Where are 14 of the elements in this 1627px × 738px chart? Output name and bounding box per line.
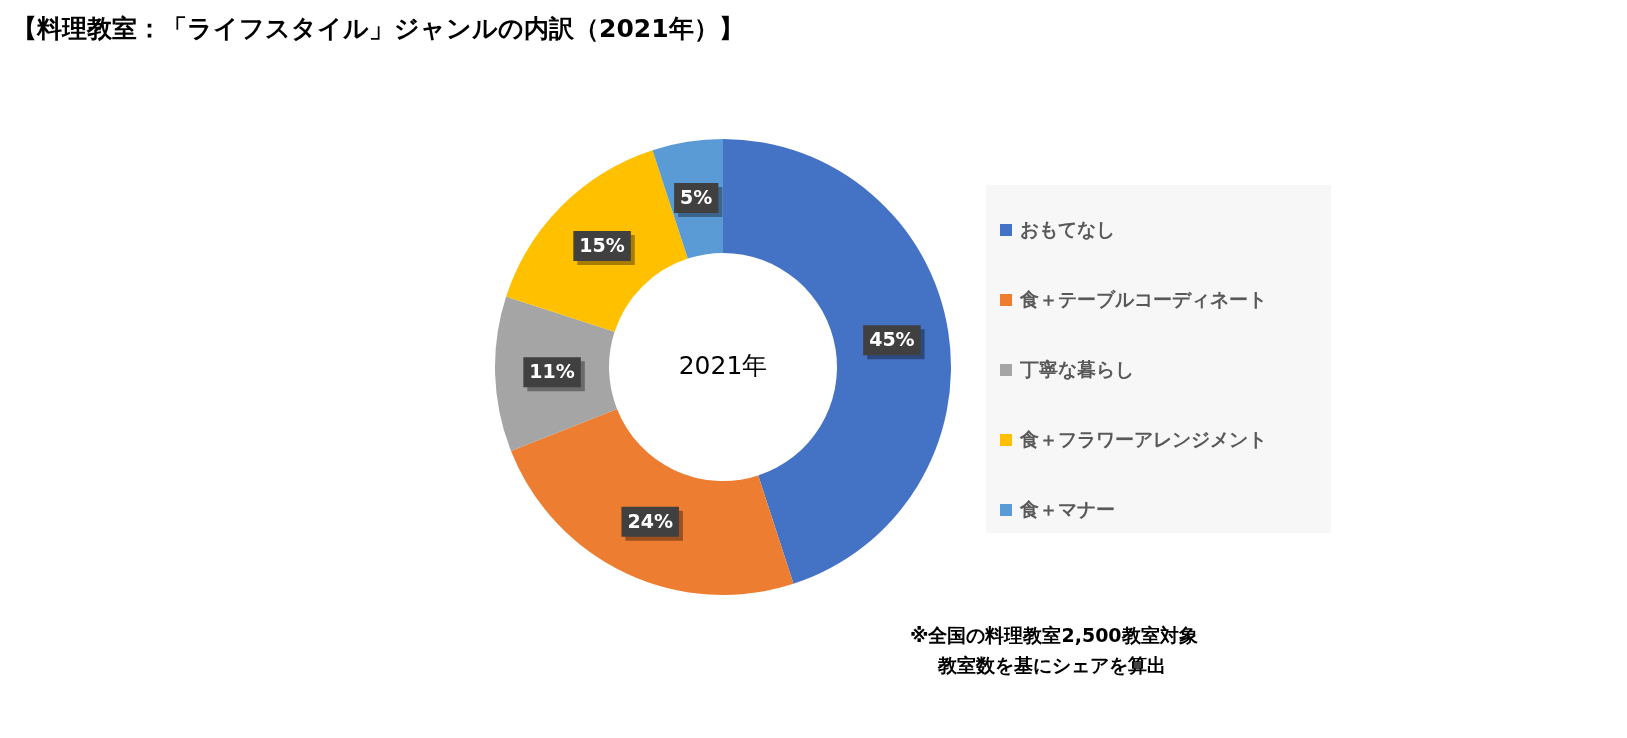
data-label: 15% [579, 234, 625, 257]
legend-label: 丁寧な暮らし [1020, 357, 1134, 382]
legend-label: 食＋フラワーアレンジメント [1020, 427, 1267, 452]
text: 2021年 [678, 350, 768, 380]
chart-title: 【料理教室：「ライフスタイル」ジャンルの内訳（2021年）】 [12, 13, 744, 45]
data-label: 5% [680, 186, 713, 209]
legend-label: おもてなし [1020, 217, 1115, 242]
legend-label: 食＋マナー [1020, 497, 1115, 522]
text: ※全国の料理教室2,500教室対象 [910, 623, 1198, 648]
legend-label: 食＋テーブルコーディネート [1020, 287, 1267, 312]
text: 教室数を基にシェアを算出 [936, 653, 1167, 678]
data-label: 11% [529, 360, 575, 383]
data-label: 24% [627, 509, 673, 532]
data-label: 45% [869, 328, 915, 351]
